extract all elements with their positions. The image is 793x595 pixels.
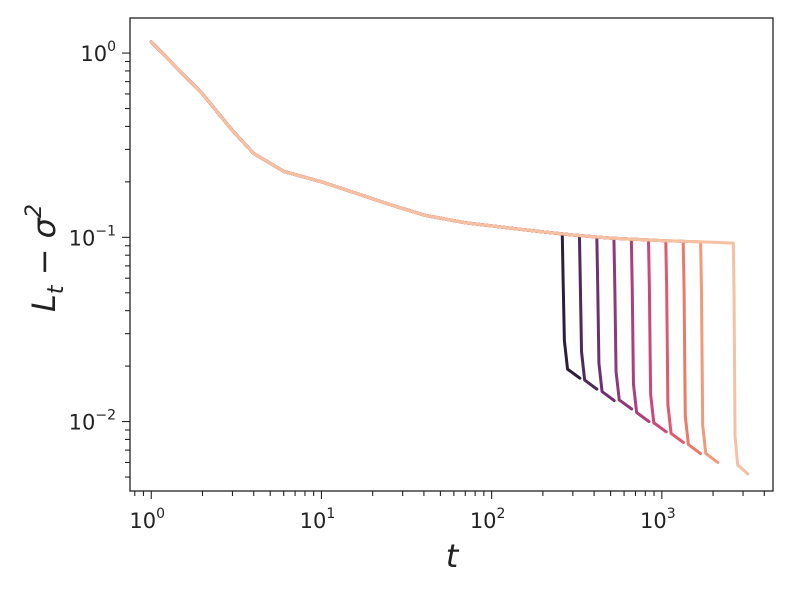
series-line-4 [149,40,634,411]
series-line-7 [149,40,685,444]
y-tick-label: 10−2 [69,408,116,435]
y-tick-label: 100 [80,39,116,66]
y-axis-title-rest: − σ [25,216,63,285]
y-axis-title-sup: 2 [22,204,47,218]
x-tick-label: 101 [300,506,336,533]
y-axis-title-sub: t [44,284,69,294]
series-line-10 [149,40,750,476]
y-axis-title-L: L [25,294,63,312]
series-line-2 [149,40,599,391]
plot-frame [129,17,774,492]
x-tick-label: 103 [640,506,676,533]
y-axis-title: Lt − σ2 [22,204,69,312]
series-line-5 [149,40,651,424]
series-line-3 [149,40,616,403]
x-axis-ticks: 100 101 102 103 [129,491,765,533]
y-axis-ticks: 10−2 10−1 100 [69,39,130,478]
series-line-1 [149,40,582,380]
x-axis-title: t [446,537,460,575]
x-tick-label: 100 [129,506,165,533]
plot-lines [149,40,750,476]
x-tick-label: 102 [470,506,506,533]
y-tick-label: 10−1 [69,223,116,250]
